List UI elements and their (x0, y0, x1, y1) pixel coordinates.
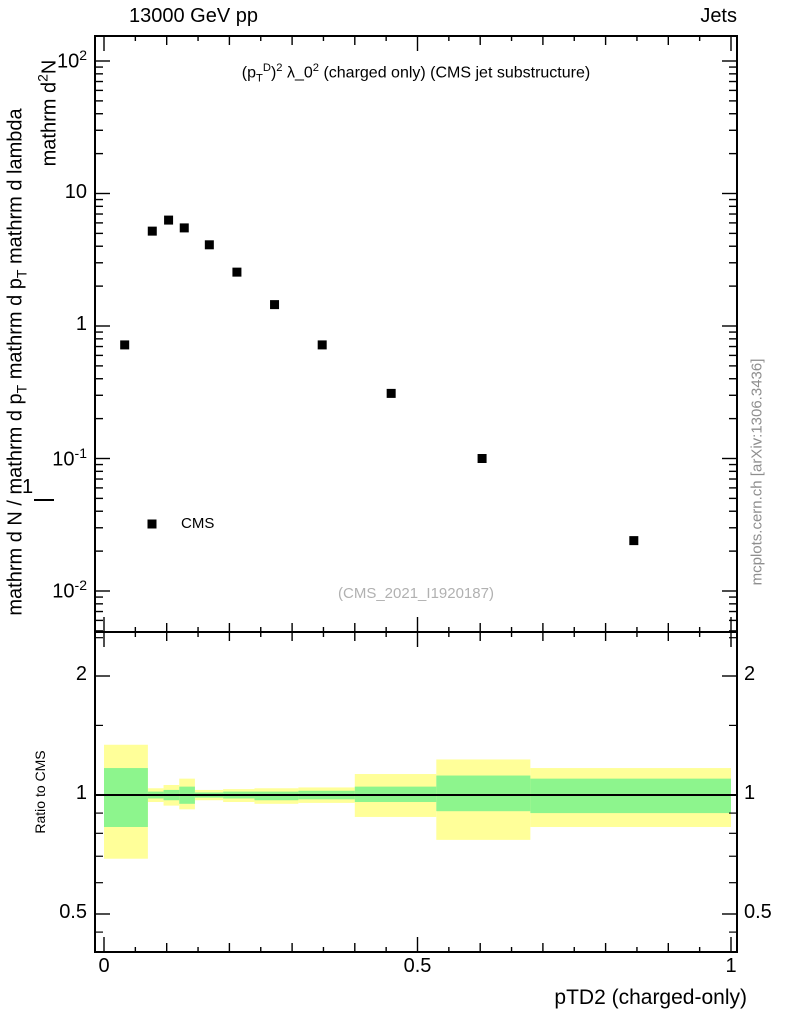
x-tick-label: 1 (725, 955, 737, 977)
y-axis-fraction-bar (34, 499, 54, 501)
data-point (164, 215, 174, 225)
observable-title: (pTD)2 λ_02 (charged only) (CMS jet subs… (241, 62, 591, 85)
analysis-id-watermark: (CMS_2021_I1920187) (338, 585, 494, 602)
data-point (386, 388, 396, 398)
data-point (120, 340, 130, 350)
data-point (147, 226, 157, 236)
header-analysis-group: Jets (700, 5, 737, 27)
legend-marker-square (147, 519, 157, 529)
y-tick-label-main: 1 (75, 313, 87, 335)
mcplots-arxiv-watermark: mcplots.cern.ch [arXiv:1306.3436] (748, 358, 766, 586)
data-point (477, 454, 487, 463)
y-tick-label-ratio-right: 0.5 (744, 900, 772, 923)
x-tick-label: 0 (98, 955, 110, 977)
data-point (317, 340, 327, 350)
data-point (204, 240, 214, 250)
data-point (232, 267, 242, 277)
ratio-panel-frame (94, 631, 738, 953)
y-tick-label-ratio-left: 2 (75, 663, 87, 685)
y-axis-fraction-one: 1 (22, 476, 34, 498)
data-point (179, 223, 189, 233)
y-tick-label-ratio-left: 1 (75, 782, 87, 804)
y-axis-label-numerator: mathrm d2N (34, 59, 61, 167)
x-axis-title: pTD2 (charged-only) (554, 986, 747, 1009)
y-tick-label-main: 10 (64, 180, 87, 203)
main-panel-frame (94, 35, 738, 633)
x-tick-label: 0.5 (403, 955, 432, 977)
y-tick-label-main: 102 (56, 47, 87, 73)
y-tick-label-main: 10-2 (52, 577, 87, 603)
data-point (629, 536, 639, 546)
y-tick-label-ratio-right: 1 (744, 782, 756, 804)
y-tick-label-ratio-left: 0.5 (59, 900, 87, 923)
ratio-band-inner (436, 775, 531, 812)
header-beam-energy: 13000 GeV pp (129, 5, 258, 27)
ratio-band-inner (104, 768, 148, 827)
y-tick-label-ratio-right: 2 (744, 663, 756, 685)
legend-label-cms: CMS (181, 515, 215, 532)
y-tick-label-main: 10-1 (52, 444, 87, 471)
data-point (270, 300, 280, 310)
